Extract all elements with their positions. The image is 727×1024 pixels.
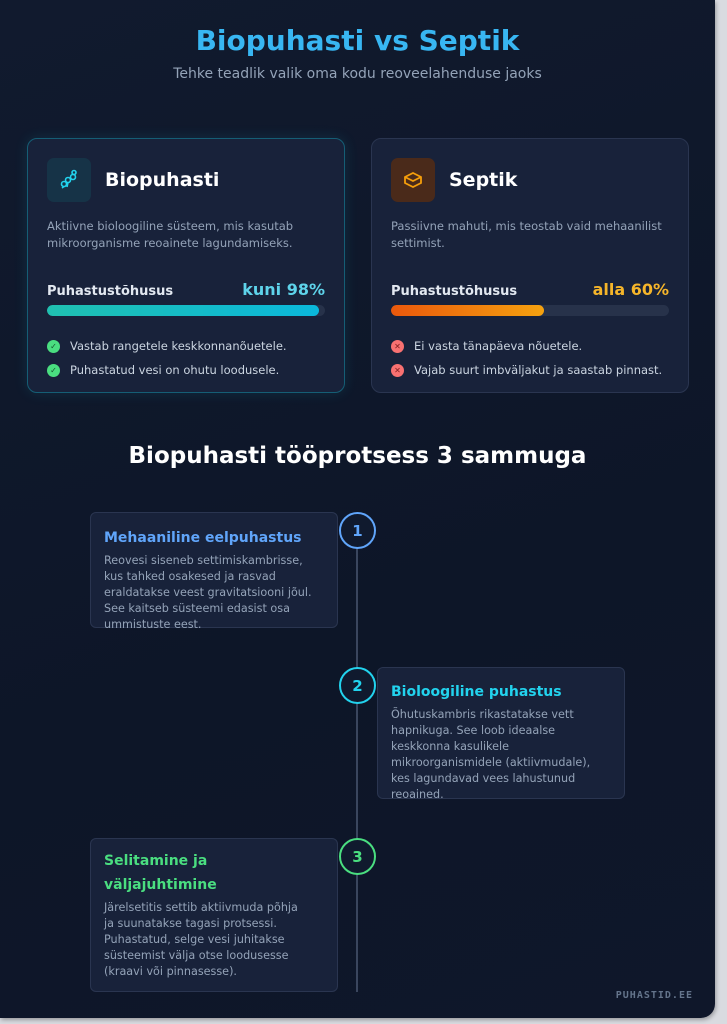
step-number: 2 [339,667,376,704]
biopuhasti-card: Biopuhasti Aktiivne bioloogiline süsteem… [27,138,345,393]
step-title: Mehaaniline eelpuhastus [104,530,302,546]
x-icon: ✕ [391,339,404,353]
step-card: Mehaaniline eelpuhastus Reovesi siseneb … [90,512,338,631]
list-item: ✕ Ei vasta tänapäeva nõuetele. [391,334,669,358]
efficiency-label: Puhastustõhusus [391,284,518,299]
efficiency-value: alla 60% [592,280,669,299]
efficiency-bar [391,305,669,316]
point-text: Ei vasta tänapäeva nõuetele. [414,339,583,353]
step-number: 1 [339,512,376,549]
card-description: Aktiivne bioloogiline süsteem, mis kasut… [47,219,294,250]
step-text: Õhutuskambris rikastatakse vett hapnikug… [391,708,591,801]
tank-icon [391,158,435,202]
infographic: Biopuhasti vs Septik Tehke teadlik valik… [0,0,715,1018]
step-title: Selitamine ja väljajuhtimine [104,853,217,893]
check-icon: ✓ [47,363,60,377]
process-title: Biopuhasti tööprotsess 3 sammuga [128,443,587,469]
card-title: Septik [449,169,518,191]
efficiency-bar [47,305,325,316]
step-text: Järelsetitis settib aktiivmuda põhja ja … [104,901,298,978]
step-card: Bioloogiline puhastus Õhutuskambris rika… [377,667,625,801]
list-item: ✓ Puhastatud vesi on ohutu loodusele. [47,358,325,382]
efficiency-value: kuni 98% [242,280,325,299]
point-text: Vajab suurt imbväljakut ja saastab pinna… [414,363,663,377]
x-icon: ✕ [391,363,404,377]
efficiency-bar-fill [47,305,320,316]
check-icon: ✓ [47,339,60,353]
card-description: Passiivne mahuti, mis teostab vaid mehaa… [391,219,662,250]
timeline-line [356,530,358,992]
list-item: ✓ Vastab rangetele keskkonnanõuetele. [47,334,325,358]
step-number: 3 [339,838,376,875]
footer-brand: PUHASTID.EE [615,990,693,1001]
list-item: ✕ Vajab suurt imbväljakut ja saastab pinn… [391,358,669,382]
step-card: Selitamine ja väljajuhtimine Järelsetiti… [90,838,338,992]
bacteria-icon [47,158,91,202]
point-text: Puhastatud vesi on ohutu loodusele. [70,363,280,377]
page-subtitle: Tehke teadlik valik oma kodu reoveelahen… [173,66,542,82]
step-title: Bioloogiline puhastus [391,684,562,700]
step-text: Reovesi siseneb settimiskambrisse, kus t… [104,554,312,631]
efficiency-label: Puhastustõhusus [47,284,174,299]
page-title: Biopuhasti vs Septik [195,24,520,57]
point-text: Vastab rangetele keskkonnanõuetele. [70,339,287,353]
septik-card: Septik Passiivne mahuti, mis teostab vai… [371,138,689,393]
efficiency-bar-fill [391,305,544,316]
card-title: Biopuhasti [105,169,220,191]
